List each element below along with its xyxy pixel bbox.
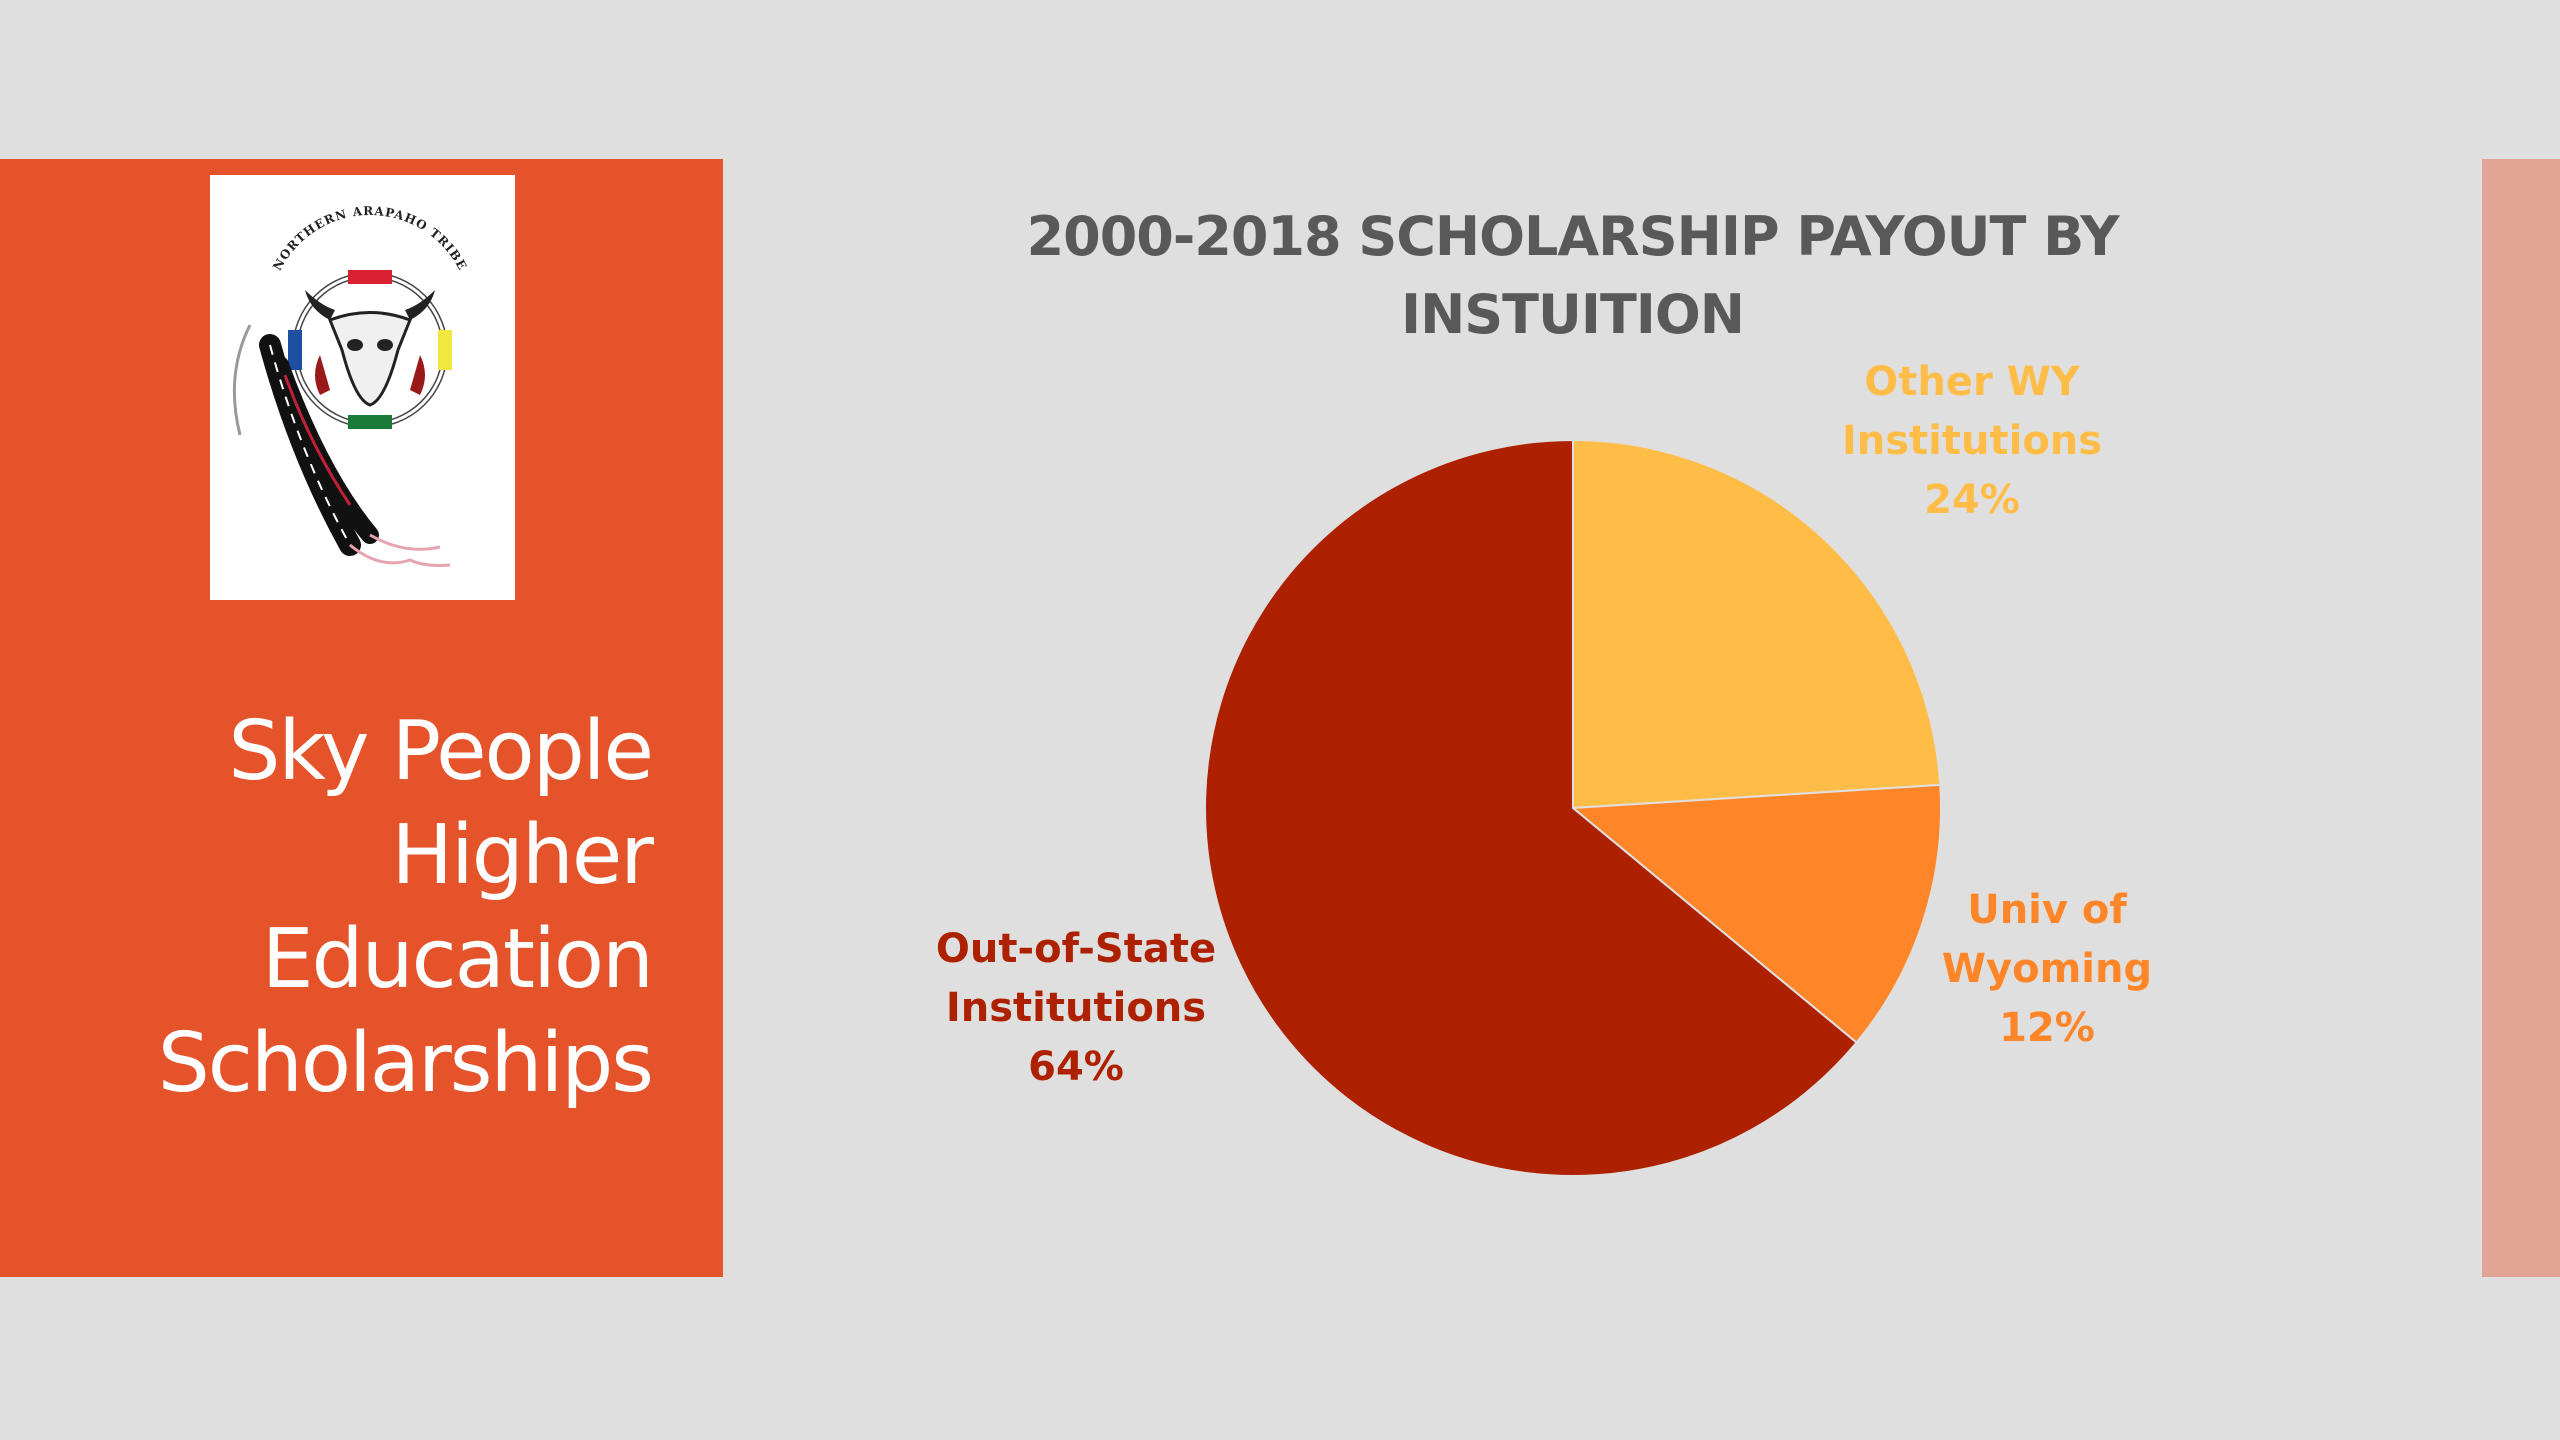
slice-label-2-line-1: Univ of [1967, 887, 2127, 933]
slice-label-3: Out-of-State Institutions 64% [936, 926, 1216, 1090]
slice-label-1: Other WY Institutions 24% [1842, 359, 2102, 523]
pie-slice-3 [1204, 438, 1858, 1177]
pie-slice-2 [1570, 783, 1942, 1044]
chart-title-line-1: 2000-2018 SCHOLARSHIP PAYOUT BY [1026, 205, 2120, 268]
logo-graphic: NORTHERN ARAPAHO TRIBE [232, 204, 469, 567]
slice-label-1-line-3: 24% [1924, 477, 2020, 523]
slice-label-2-line-3: 12% [1999, 1005, 2095, 1051]
slide-title-line-2: Higher [391, 808, 654, 903]
pie-labels: Other WY Institutions 24% Univ of Wyoming 12%… [936, 359, 2152, 1090]
chart-title-line-2: INSTUITION [1401, 283, 1745, 346]
pie-slices [1204, 438, 1942, 1177]
slice-label-3-line-2: Institutions [946, 985, 1206, 1031]
slide-title-line-4: Scholarships [157, 1016, 654, 1111]
tribe-logo: NORTHERN ARAPAHO TRIBE [210, 175, 515, 600]
slide-title-line-3: Education [261, 912, 654, 1007]
slice-label-1-line-1: Other WY [1864, 359, 2081, 405]
slice-label-3-line-3: 64% [1028, 1044, 1124, 1090]
slice-label-1-line-2: Institutions [1842, 418, 2102, 464]
slice-label-2: Univ of Wyoming 12% [1942, 887, 2152, 1051]
slice-label-3-line-1: Out-of-State [936, 926, 1216, 972]
slide-title-line-1: Sky People [228, 704, 654, 799]
chart-title: 2000-2018 SCHOLARSHIP PAYOUT BY INSTUITI… [930, 198, 2215, 354]
pie-slice-1 [1572, 438, 1942, 810]
slice-label-2-line-2: Wyoming [1942, 946, 2152, 992]
right-accent-strip [2482, 159, 2560, 1277]
slide-title: Sky People Higher Education Scholarships [60, 700, 654, 1116]
